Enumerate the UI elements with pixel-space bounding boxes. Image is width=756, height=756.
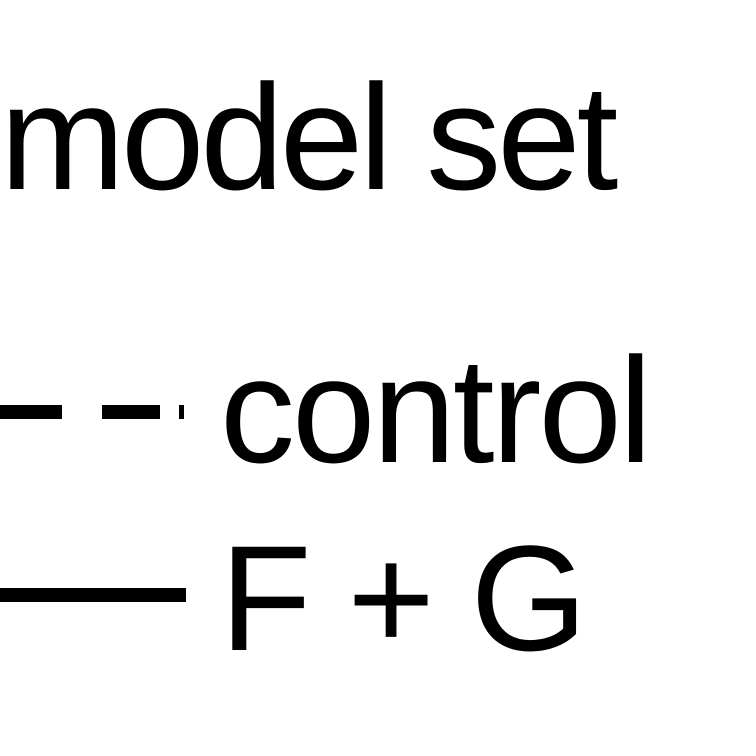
dash-segment-1 — [0, 405, 62, 419]
solid-segment — [0, 588, 186, 602]
legend-label-control: control — [220, 326, 652, 494]
legend-entry-control: control — [0, 335, 756, 485]
dash-segment-3 — [179, 405, 184, 419]
legend-label-f-plus-g: F + G — [220, 514, 587, 682]
solid-line-swatch-icon — [0, 588, 186, 602]
dash-segment-2 — [102, 405, 160, 419]
legend-entry-f-plus-g: F + G — [0, 523, 756, 673]
dashed-line-swatch-icon — [0, 405, 184, 419]
legend-title: model set — [0, 53, 618, 221]
